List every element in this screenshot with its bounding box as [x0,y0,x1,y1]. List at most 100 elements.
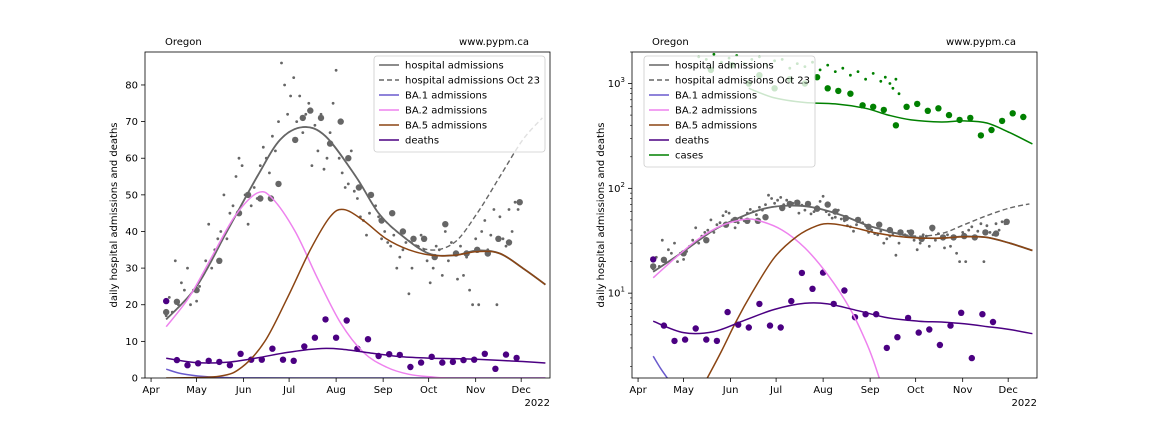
y-tick-label: 40 [125,227,138,238]
scatter-point [767,193,770,197]
scatter-point [956,116,963,124]
scatter-point [186,266,189,270]
scatter-point [498,215,502,219]
scatter-point [468,288,471,292]
scatter-point [216,237,220,241]
scatter-point [183,288,186,292]
scatter-point [257,195,264,202]
scatter-point [670,251,673,255]
series-line [165,368,546,378]
scatter-point [346,182,350,186]
scatter-point [507,208,511,211]
scatter-point [779,196,783,199]
scatter-point [691,238,695,242]
scatter-point [365,233,368,237]
scatter-point [929,224,936,231]
scatter-point [671,337,678,345]
scatter-point [712,52,716,56]
scatter-point [389,210,396,217]
scatter-point [410,266,414,270]
scatter-point [667,248,670,252]
scatter-point [988,126,995,134]
series-line [652,203,1030,273]
scatter-point [343,317,350,324]
scatter-point [210,266,214,270]
scatter-point [428,281,432,285]
legend: hospital admissions hospital admissions O… [373,55,546,153]
scatter-point [489,233,493,237]
scatter-point [650,256,657,263]
scatter-point [882,241,886,245]
scatter-point [821,194,825,198]
scatter-point [870,228,874,232]
legend-label: BA.5 admissions [675,121,757,132]
source-label: www.pypm.ca [946,37,1016,48]
x-tick-label: Jun [722,385,739,396]
scatter-point [274,149,277,153]
legend-label: deaths [405,136,439,147]
scatter-point [226,362,234,369]
scatter-point [915,329,922,336]
scatter-point [495,235,502,242]
x-tick-label: May [186,385,207,396]
scatter-point [310,164,314,168]
scatter-point [883,75,887,79]
scatter-point [1000,220,1004,224]
scatter-point [776,198,779,202]
scatter-point [313,123,317,127]
scatter-point [835,87,842,95]
scatter-point [234,175,238,178]
scatter-point [762,214,769,221]
scatter-point [307,101,311,105]
scatter-point [345,155,352,162]
scatter-point [380,237,383,241]
legend-label: BA.2 admissions [405,106,487,117]
y-tick-label: 60 [125,154,138,165]
scatter-point [301,343,308,350]
scatter-point [443,230,447,233]
scatter-point [337,118,344,125]
scatter-point [977,132,985,139]
scatter-point [703,231,707,234]
scatter-point [325,156,329,160]
scatter-point [280,61,283,65]
region-label: Oregon [652,37,689,48]
scatter-point [513,354,520,362]
scatter-point [694,226,698,230]
scatter-point [935,105,942,112]
scatter-point [1020,113,1027,121]
scatter-point [184,362,191,369]
scatter-point [334,68,338,72]
scatter-point [267,195,275,202]
scatter-point [907,229,915,236]
y-tick-label: 102 [608,181,625,195]
scatter-point [855,223,858,227]
scatter-point [967,114,974,122]
scatter-point [812,210,816,214]
series-line [166,347,546,364]
y-tick-label: 103 [608,76,625,90]
x-tick-label: Aug [326,385,346,396]
scatter-point [1003,218,1010,225]
x-tick-label: Aug [813,385,833,396]
scatter-point [945,111,953,119]
scatter-point [401,248,405,252]
plot-frame [144,51,551,379]
scatter-point [883,344,890,352]
scatter-point [797,211,801,215]
scatter-point [912,238,916,242]
x-tick-label: Dec [999,385,1018,396]
scatter-point [428,353,435,360]
scatter-point [970,225,974,229]
scatter-point [924,234,928,238]
scatter-point [706,228,710,232]
scatter-point [924,107,931,115]
legend-label: hospital admissions Oct 23 [405,76,540,87]
scatter-point [420,235,428,242]
scatter-point [979,311,986,318]
scatter-point [477,303,481,307]
scatter-point [289,94,292,98]
x-tick-label: May [673,385,694,396]
scatter-point [198,285,202,288]
scatter-point [682,258,685,261]
